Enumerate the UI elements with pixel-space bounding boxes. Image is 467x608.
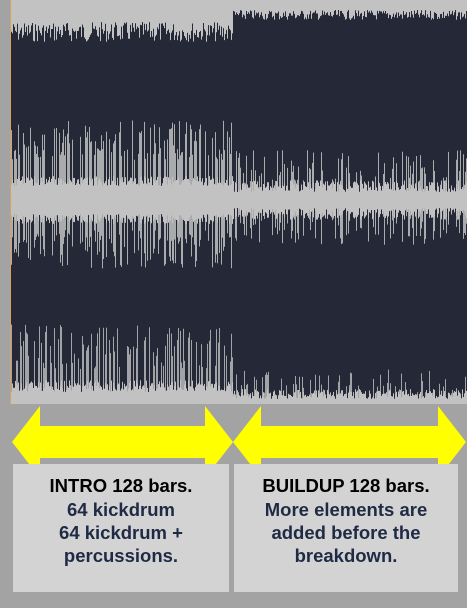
buildup-line-1: More elements are — [264, 499, 428, 520]
buildup-span-arrow-icon — [233, 406, 466, 478]
intro-line-3: percussions. — [63, 545, 179, 566]
buildup-line-3: breakdown. — [294, 545, 398, 566]
buildup-line-2: added before the — [271, 522, 421, 543]
buildup-section-box: BUILDUP 128 bars. More elements are adde… — [234, 464, 458, 592]
buildup-title: BUILDUP 128 bars. — [262, 475, 430, 496]
intro-title: INTRO 128 bars. — [49, 475, 193, 496]
intro-section-box: INTRO 128 bars. 64 kickdrum 64 kickdrum … — [13, 464, 229, 592]
waveform-graphic — [10, 0, 467, 404]
intro-line-1: 64 kickdrum — [67, 499, 175, 520]
intro-line-2: 64 kickdrum + — [59, 522, 183, 543]
waveform-display[interactable] — [0, 0, 467, 404]
intro-span-arrow-icon — [12, 406, 233, 478]
